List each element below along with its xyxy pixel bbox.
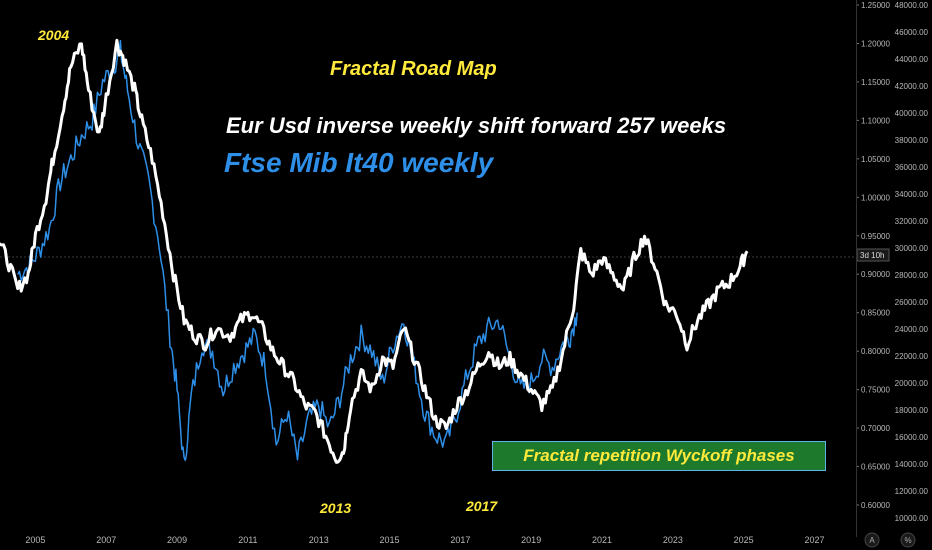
y-tick-label-eurusd: 1.10000 [861,116,890,125]
y-tick-label-eurusd: 0.60000 [861,501,890,510]
y-tick-label-ftse: 28000.00 [895,271,929,280]
x-tick-label: 2027 [804,535,824,545]
annotation-2017: 2017 [466,498,498,514]
x-tick-label: 2021 [592,535,612,545]
y-axis: 1.25000 1.20000 1.15000 1.10000 1.05000 1.000… [856,1,929,548]
series-line-eurusd [0,38,749,464]
y-tick-label-eurusd: 1.20000 [861,39,890,48]
annotation-2013: 2013 [320,500,352,516]
y-tick-label-ftse: 38000.00 [895,136,929,145]
y-tick-label-ftse: 32000.00 [895,217,929,226]
y-tick-label-ftse: 34000.00 [895,190,929,199]
countdown-badge [856,248,890,262]
series-line-ftse [17,39,578,462]
y-tick-label-ftse: 36000.00 [895,163,929,172]
x-tick-label: 2007 [96,535,116,545]
y-tick-label-eurusd: 1.05000 [861,155,890,164]
y-tick-label-ftse: 42000.00 [895,82,929,91]
y-tick-label-ftse: 22000.00 [895,352,929,361]
x-tick-label: 2019 [521,535,541,545]
x-tick-label: 2017 [450,535,470,545]
y-tick-label-ftse: 14000.00 [895,460,929,469]
y-tick-label-ftse: 16000.00 [895,433,929,442]
y-tick-label-eurusd: 0.65000 [861,463,890,472]
subtitle-ftse: Ftse Mib It40 weekly [224,147,494,178]
y-tick-label-ftse: 18000.00 [895,406,929,415]
x-tick-label: 2011 [238,535,257,545]
y-tick-label-ftse: 44000.00 [895,55,929,64]
x-tick-label: 2023 [663,535,683,545]
wyckoff-label-box: Fractal repetition Wyckoff phases [492,441,826,471]
x-tick-label: 2009 [167,535,187,545]
x-tick-label: 2015 [380,535,400,545]
percent-scale-button[interactable] [900,532,916,548]
axis-button-label: % [904,536,911,545]
y-tick-label-ftse: 26000.00 [895,298,929,307]
y-tick-label-ftse: 40000.00 [895,109,929,118]
annotation-2004: 2004 [38,27,70,43]
y-tick-label-ftse: 12000.00 [895,487,929,496]
price-axis-divider [856,0,857,537]
x-tick-label: 2005 [25,535,45,545]
series-layer [0,38,749,464]
y-tick-label-ftse: 10000.00 [895,514,929,523]
y-tick-label-eurusd: 0.95000 [861,232,890,241]
axis-button-label: A [869,536,875,545]
y-tick-label-eurusd: 0.75000 [861,386,890,395]
y-tick-label-eurusd: 0.70000 [861,424,890,433]
auto-scale-button[interactable] [864,532,880,548]
y-tick-label-eurusd: 1.15000 [861,78,890,87]
countdown-label: 3d 10h [860,251,884,260]
y-tick-label-ftse: 30000.00 [895,244,929,253]
y-tick-label-eurusd: 0.90000 [861,270,890,279]
y-tick-label-ftse: 20000.00 [895,379,929,388]
y-tick-label-eurusd: 0.80000 [861,347,890,356]
subtitle-eurusd: Eur Usd inverse weekly shift forward 257… [226,113,727,138]
y-tick-label-eurusd: 0.85000 [861,309,890,318]
chart-title: Fractal Road Map [330,58,497,80]
x-axis: 2005 2007 2009 2011 2013 2015 2017 2019 2021 2023… [25,535,824,545]
x-tick-label: 2025 [734,535,754,545]
y-tick-label-ftse: 24000.00 [895,325,929,334]
y-tick-label-ftse: 48000.00 [895,1,929,10]
y-tick-label-ftse: 46000.00 [895,28,929,37]
y-tick-label-eurusd: 1.25000 [861,1,890,10]
x-tick-label: 2013 [309,535,329,545]
y-tick-label-eurusd: 1.00000 [861,193,890,202]
